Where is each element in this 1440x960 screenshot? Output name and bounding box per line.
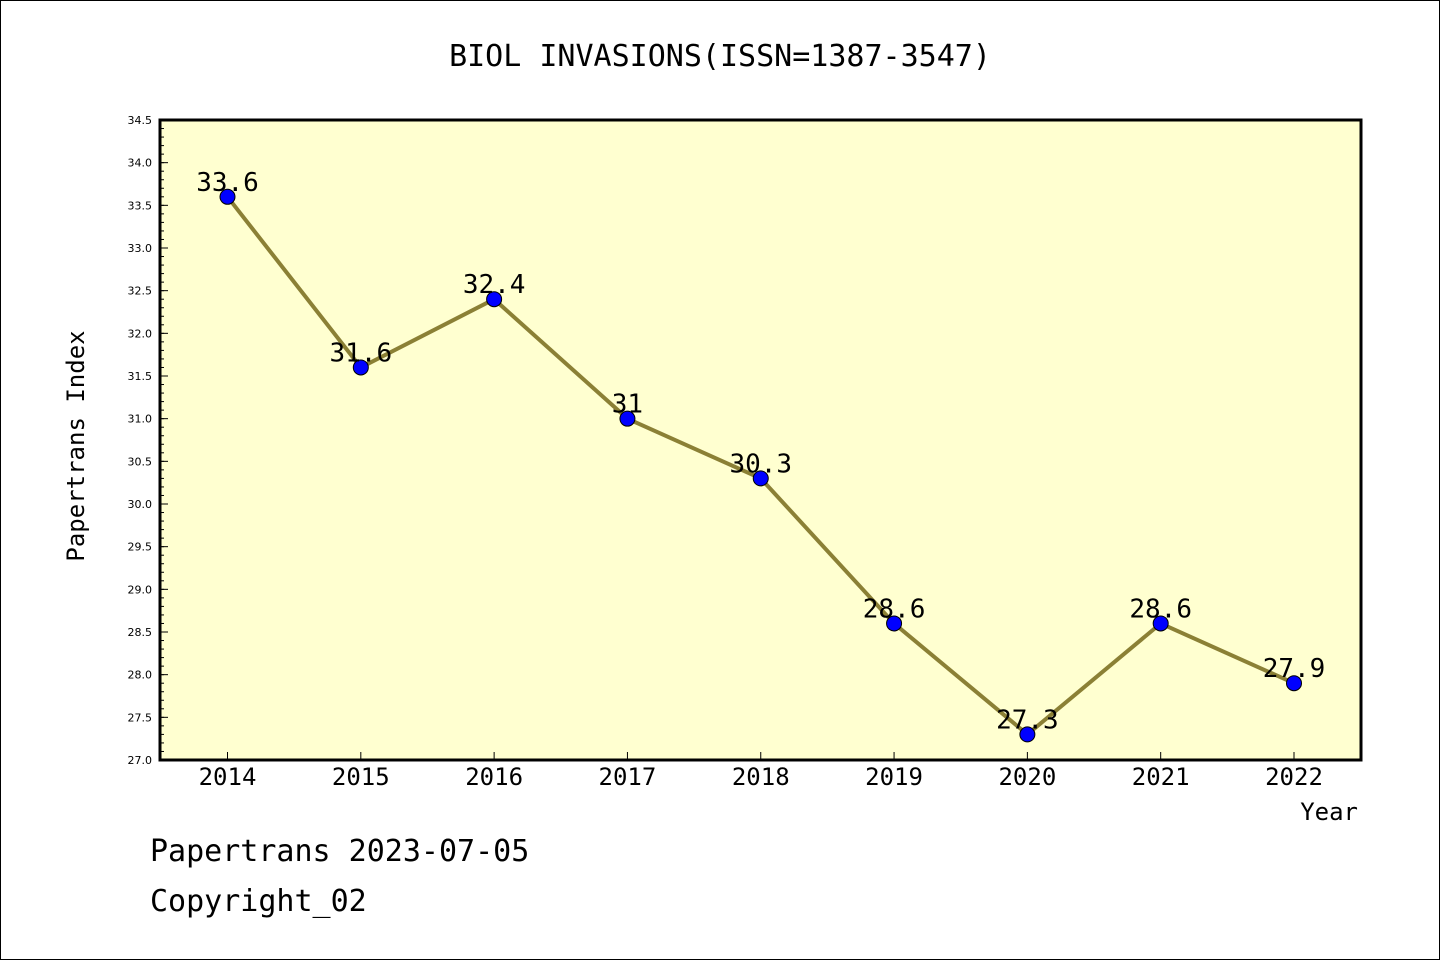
data-label: 31 xyxy=(612,390,643,420)
y-tick-label: 32.0 xyxy=(128,327,153,340)
y-tick-label: 29.5 xyxy=(128,541,153,554)
data-point xyxy=(219,188,236,205)
data-label: 27.9 xyxy=(1263,654,1326,684)
y-tick-label: 31.0 xyxy=(128,413,153,426)
y-tick-label: 34.5 xyxy=(128,114,153,127)
x-tick-label: 2018 xyxy=(732,763,790,791)
y-tick-label: 29.0 xyxy=(128,583,153,596)
plot-area xyxy=(158,118,1363,762)
data-point xyxy=(619,410,636,427)
x-tick-label: 2016 xyxy=(465,763,523,791)
y-tick-label: 27.5 xyxy=(128,711,153,724)
data-point xyxy=(1019,726,1036,743)
y-axis-label: Papertrans Index xyxy=(62,330,90,561)
data-label: 30.3 xyxy=(729,449,792,479)
series-markers xyxy=(219,188,1302,743)
data-label: 28.6 xyxy=(863,594,926,624)
data-point xyxy=(1286,675,1302,692)
y-tick-label: 34.0 xyxy=(128,157,153,170)
data-point xyxy=(1152,615,1169,632)
data-point xyxy=(486,291,503,308)
x-axis-label: Year xyxy=(1300,798,1358,826)
data-labels: 33.6 31.6 32.4 31 30.3 28.6 27.3 28.6 27.9 xyxy=(196,168,1325,736)
data-label: 32.4 xyxy=(463,270,526,300)
y-tick-label: 33.5 xyxy=(128,199,153,212)
y-tick-label: 32.5 xyxy=(128,285,153,298)
x-tick-label: 2019 xyxy=(865,763,923,791)
x-tick-label: 2020 xyxy=(998,763,1056,791)
x-tick-label: 2015 xyxy=(332,763,390,791)
x-tick-label: 2014 xyxy=(199,763,257,791)
data-point xyxy=(886,615,903,632)
y-tick-label: 28.5 xyxy=(128,626,153,639)
x-tick-label: 2021 xyxy=(1132,763,1190,791)
chart-title: BIOL INVASIONS(ISSN=1387-3547) xyxy=(449,39,991,74)
y-tick-label: 30.5 xyxy=(128,455,153,468)
data-label: 28.6 xyxy=(1129,594,1192,624)
x-axis: 2014 2015 2016 2017 2018 2019 2020 2021 2022 xyxy=(199,752,1323,791)
data-point xyxy=(752,470,769,487)
y-tick-label: 27.0 xyxy=(128,754,153,767)
y-tick-label: 33.0 xyxy=(128,242,153,255)
y-tick-label: 30.0 xyxy=(128,498,153,511)
data-label: 27.3 xyxy=(996,705,1059,735)
data-point xyxy=(352,359,369,376)
x-tick-label: 2017 xyxy=(599,763,657,791)
y-axis: 27.0 27.5 28.0 28.5 29.0 29.5 30.0 30.5 31.0 31.5… xyxy=(128,114,168,767)
data-label: 31.6 xyxy=(330,338,393,368)
footer-copyright: Copyright_02 xyxy=(150,884,367,919)
y-tick-label: 31.5 xyxy=(128,370,153,383)
footer-date: Papertrans 2023-07-05 xyxy=(150,834,530,869)
y-tick-label: 28.0 xyxy=(128,669,153,682)
x-tick-label: 2022 xyxy=(1265,763,1323,791)
data-label: 33.6 xyxy=(196,168,259,198)
